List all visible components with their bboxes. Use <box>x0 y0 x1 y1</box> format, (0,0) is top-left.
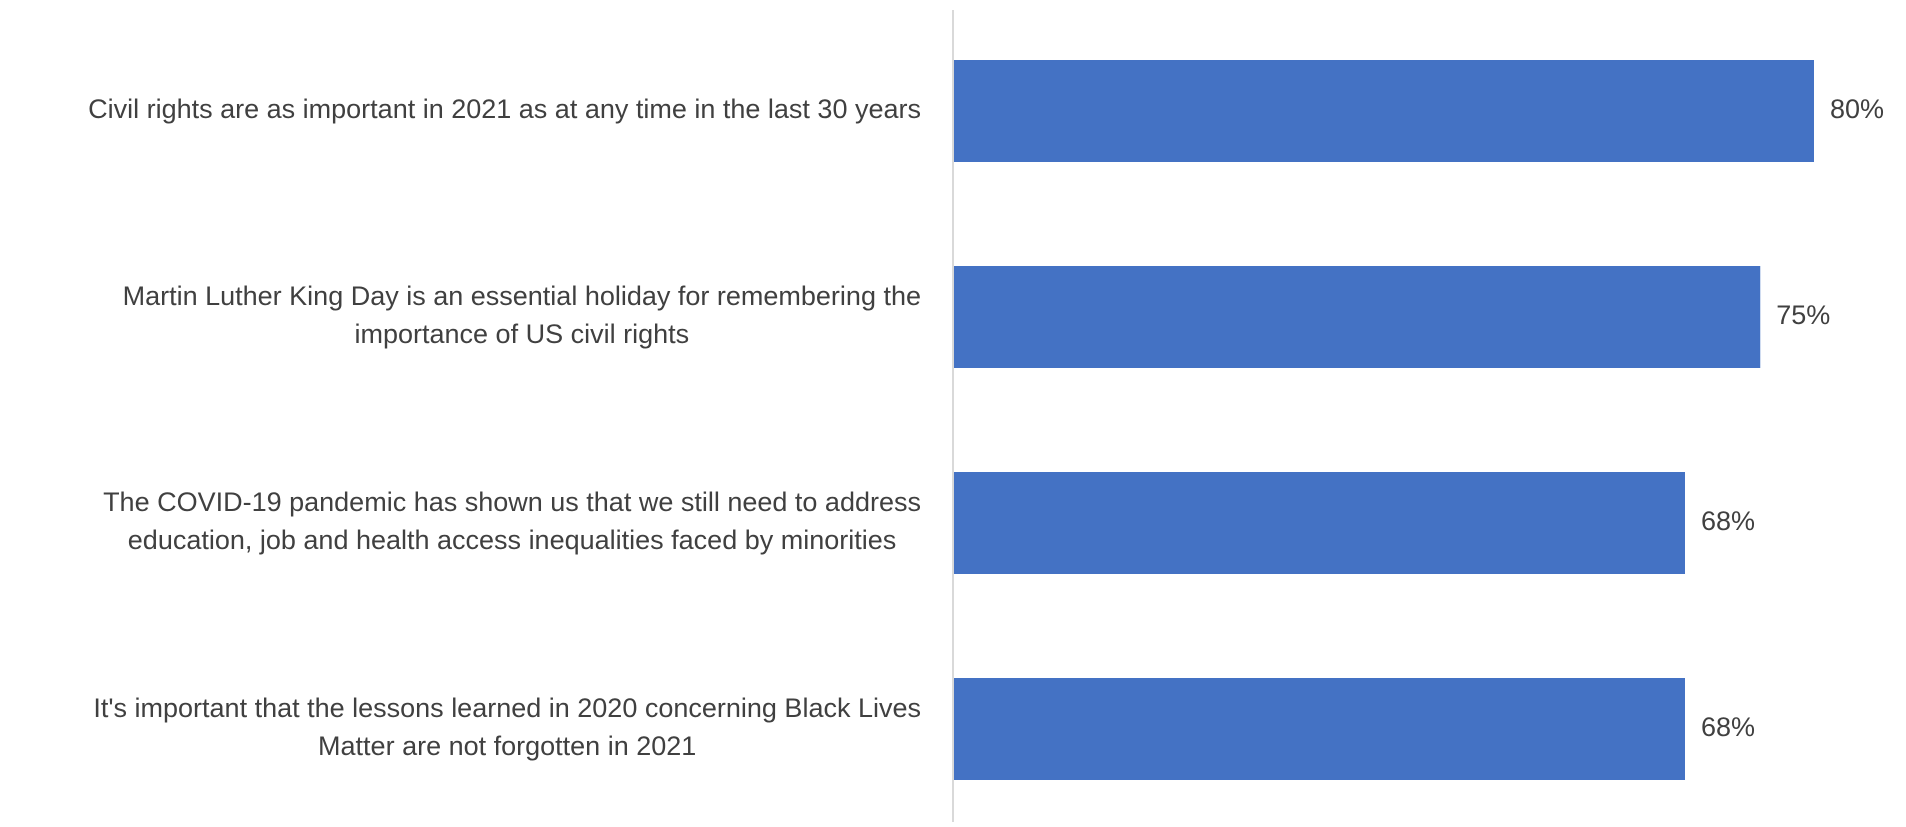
category-label-4-line-2: Matter are not forgotten in 2021 <box>318 731 696 761</box>
data-label-2: 75% <box>1776 300 1830 330</box>
data-label-1: 80% <box>1830 94 1884 124</box>
category-label-4-line-1: It's important that the lessons learned … <box>93 693 921 723</box>
data-labels-group: 80% 75% 68% 68% <box>1701 94 1884 742</box>
data-label-4: 68% <box>1701 712 1755 742</box>
category-label-1: Civil rights are as important in 2021 as… <box>88 94 921 124</box>
category-label-2: Martin Luther King Day is an essential h… <box>123 281 921 349</box>
bar-3 <box>954 472 1685 574</box>
category-label-3-line-1: The COVID-19 pandemic has shown us that … <box>103 487 921 517</box>
bar-2 <box>954 266 1761 368</box>
category-label-3-line-2: education, job and health access inequal… <box>128 525 896 555</box>
bar-4 <box>954 678 1685 780</box>
bar-1 <box>954 60 1814 162</box>
category-label-4: It's important that the lessons learned … <box>93 693 921 761</box>
bars-group <box>954 60 1814 780</box>
category-labels-group: Civil rights are as important in 2021 as… <box>88 94 921 761</box>
data-label-3: 68% <box>1701 506 1755 536</box>
category-label-1-line-1: Civil rights are as important in 2021 as… <box>88 94 921 124</box>
category-label-2-line-2: importance of US civil rights <box>354 319 689 349</box>
category-label-3: The COVID-19 pandemic has shown us that … <box>103 487 921 555</box>
category-label-2-line-1: Martin Luther King Day is an essential h… <box>123 281 921 311</box>
